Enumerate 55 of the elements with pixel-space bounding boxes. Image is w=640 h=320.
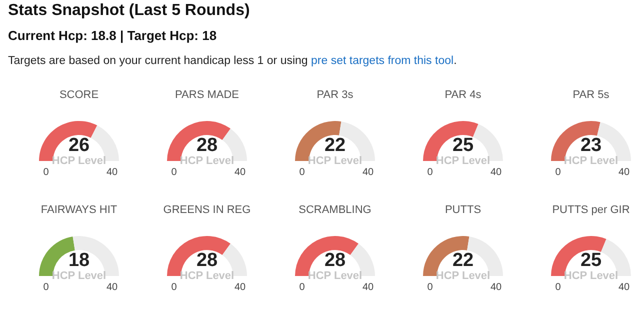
text: 40 bbox=[106, 167, 118, 178]
data-label: 18 bbox=[68, 250, 90, 271]
chart-title: PAR 5s bbox=[572, 89, 610, 101]
text: HCP Level bbox=[52, 270, 106, 282]
text: 0 bbox=[299, 282, 306, 293]
text: HCP Level bbox=[308, 270, 362, 282]
text: pre set targets from this tool bbox=[311, 55, 454, 67]
text: HCP Level bbox=[180, 155, 234, 167]
chart-title: PAR 3s bbox=[316, 89, 354, 101]
text: 40 bbox=[362, 282, 374, 293]
chart-title: PAR 4s bbox=[444, 89, 482, 101]
data-label: 28 bbox=[196, 250, 218, 271]
text: 0 bbox=[427, 282, 434, 293]
chart-title: GREENS IN REG bbox=[163, 204, 251, 216]
text: HCP Level bbox=[436, 155, 490, 167]
chart-title: SCRAMBLING bbox=[298, 204, 372, 216]
chart-title: PUTTS per GIR bbox=[552, 204, 630, 216]
text: 40 bbox=[234, 282, 246, 293]
text: 0 bbox=[555, 282, 562, 293]
data-label: 25 bbox=[580, 250, 602, 271]
text: 40 bbox=[490, 167, 502, 178]
text: HCP Level bbox=[52, 155, 106, 167]
text: 40 bbox=[362, 167, 374, 178]
text: HCP Level bbox=[564, 155, 618, 167]
text: 0 bbox=[555, 167, 562, 178]
text: 40 bbox=[234, 167, 246, 178]
chart-title: SCORE bbox=[59, 89, 99, 101]
text: 0 bbox=[43, 282, 50, 293]
text: 0 bbox=[299, 167, 306, 178]
text: Targets are based on your current handicap less 1 or using bbox=[8, 55, 309, 67]
data-label: 22 bbox=[452, 250, 474, 271]
text: 40 bbox=[490, 282, 502, 293]
text: 40 bbox=[106, 282, 118, 293]
text: Stats Snapshot (Last 5 Rounds) bbox=[8, 2, 251, 20]
chart-title: PARS MADE bbox=[175, 89, 239, 101]
text: HCP Level bbox=[308, 155, 362, 167]
data-label: 25 bbox=[452, 135, 474, 156]
text: HCP Level bbox=[180, 270, 234, 282]
chart-title: PUTTS bbox=[444, 204, 482, 216]
data-label: 26 bbox=[68, 135, 90, 156]
text: 0 bbox=[43, 167, 50, 178]
text: Current Hcp: 18.8 | Target Hcp: 18 bbox=[8, 28, 218, 43]
text: 40 bbox=[618, 167, 630, 178]
text: 0 bbox=[171, 282, 178, 293]
chart-title: FAIRWAYS HIT bbox=[40, 204, 118, 216]
data-label: 23 bbox=[580, 135, 602, 156]
data-label: 28 bbox=[324, 250, 346, 271]
text: 0 bbox=[427, 167, 434, 178]
text: HCP Level bbox=[564, 270, 618, 282]
text: 0 bbox=[171, 167, 178, 178]
text: HCP Level bbox=[436, 270, 490, 282]
text: 40 bbox=[618, 282, 630, 293]
data-label: 28 bbox=[196, 135, 218, 156]
data-label: 22 bbox=[324, 135, 346, 156]
text: . bbox=[454, 55, 457, 67]
